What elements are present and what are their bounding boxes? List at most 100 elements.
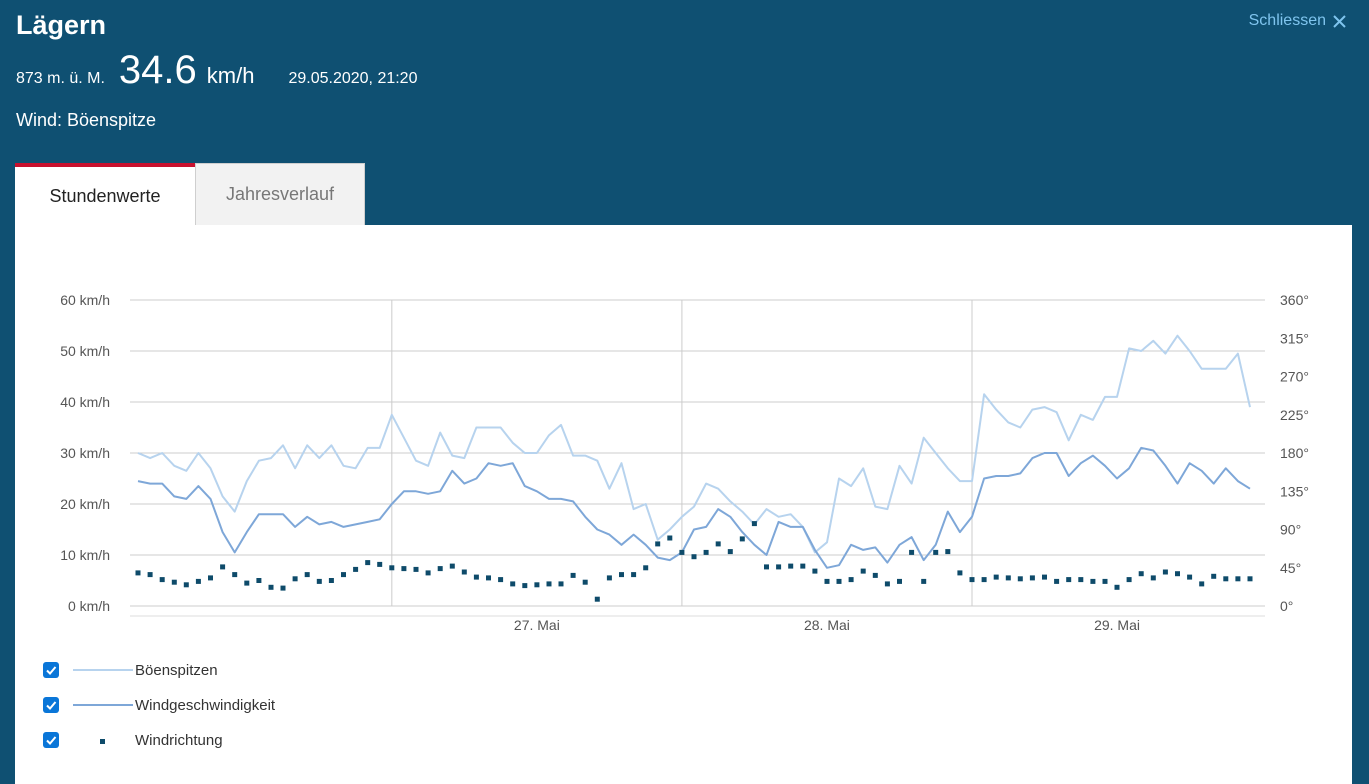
direction-point [679,549,685,555]
direction-point [498,577,504,583]
left-tick-label: 50 km/h [60,343,110,359]
direction-point [836,578,842,584]
right-tick-label: 315° [1280,330,1309,346]
direction-point [195,578,201,584]
current-unit: km/h [206,63,255,88]
direction-point [667,535,673,541]
direction-point [473,574,479,580]
direction-point [715,541,721,547]
right-tick-label: 135° [1280,483,1309,499]
direction-point [268,584,274,590]
right-tick-label: 90° [1280,522,1301,538]
left-axis-ticks: 0 km/h 10 km/h 20 km/h 30 km/h 40 km/h 50 km/… [60,292,110,614]
direction-point [365,560,371,566]
parameter-label: Wind: Böenspitze [16,110,157,130]
tab-stundenwerte[interactable]: Stundenwerte [15,163,195,225]
direction-point [1199,581,1205,587]
check-icon [46,666,57,675]
legend-speed-checkbox[interactable] [43,697,59,713]
tab-jahresverlauf[interactable]: Jahresverlauf [195,163,365,225]
x-tick-label: 29. Mai [1094,617,1140,633]
legend-direction-checkbox[interactable] [43,732,59,748]
direction-point [486,575,491,581]
direction-point [993,574,999,580]
chart-panel: 0 km/h 10 km/h 20 km/h 30 km/h 40 km/h 50 km/… [15,225,1352,784]
check-icon [46,736,57,745]
direction-point [1066,577,1072,583]
direction-point [1114,584,1120,590]
direction-point [909,549,915,555]
tab-jahresverlauf-label: Jahresverlauf [225,184,335,204]
direction-point [897,578,902,584]
direction-point [764,564,769,570]
direction-point [437,566,443,572]
direction-point [751,521,757,527]
x-tick-label: 27. Mai [514,617,560,633]
direction-point [1042,574,1047,580]
x-axis-ticks: 27. Mai 28. Mai 29. Mai [514,617,1140,633]
measurement-row: 873 m. ü. M. 34.6 km/h 29.05.2020, 21:20 [16,48,417,93]
direction-point [1138,571,1144,577]
direction-point [703,549,709,555]
direction-point [631,572,637,578]
direction-point [292,576,298,582]
direction-point [1223,576,1229,582]
speed-series-line [137,446,1251,569]
direction-point [691,554,697,560]
wind-chart: 0 km/h 10 km/h 20 km/h 30 km/h 40 km/h 50 km/… [60,292,1309,633]
direction-point [208,575,213,581]
direction-point [1150,575,1156,581]
direction-point [522,583,528,589]
direction-point [304,572,310,578]
legend-direction-marker-icon [73,730,133,750]
close-icon [1333,14,1346,28]
direction-point [582,579,588,585]
direction-point [1162,569,1168,575]
direction-point [969,577,975,583]
tab-stundenwerte-label: Stundenwerte [49,185,161,206]
legend-direction-label: Windrichtung [135,731,223,749]
left-tick-label: 20 km/h [60,496,110,512]
left-tick-label: 60 km/h [60,292,110,308]
direction-point [1175,571,1180,577]
direction-point [534,582,540,588]
direction-point [425,570,431,576]
measurement-timestamp: 29.05.2020, 21:20 [288,70,418,87]
right-tick-label: 180° [1280,445,1309,461]
legend-gust-line-icon [73,660,133,680]
station-altitude: 873 m. ü. M. [16,70,105,87]
direction-point [655,541,661,547]
direction-point [860,568,866,574]
right-tick-label: 270° [1280,369,1309,385]
left-tick-label: 0 km/h [68,598,110,614]
direction-point [280,585,286,591]
left-tick-label: 10 km/h [60,547,110,563]
close-button[interactable]: Schliessen [1249,12,1347,30]
legend-item-direction[interactable]: Windrichtung [43,726,363,754]
right-tick-label: 225° [1280,407,1309,423]
legend-item-speed[interactable]: Windgeschwindigkeit [43,691,363,719]
direction-point [401,566,407,572]
station-name: Lägern [16,10,107,40]
direction-point [220,564,226,570]
direction-point [159,577,165,583]
direction-point [800,563,806,569]
direction-point [341,572,346,578]
direction-point [570,572,576,578]
direction-point [824,578,830,584]
left-tick-label: 30 km/h [60,445,110,461]
direction-point [171,579,177,585]
direction-point [1017,576,1023,582]
direction-point [776,564,782,570]
close-label: Schliessen [1248,12,1326,29]
direction-point [921,578,927,584]
gust-series-line [137,334,1251,554]
legend-item-gust[interactable]: Böenspitzen [43,656,363,684]
legend-gust-checkbox[interactable] [43,662,59,678]
check-icon [46,701,57,710]
direction-point [1235,576,1241,582]
direction-point [1078,577,1084,583]
direction-point [1029,575,1035,581]
current-value: 34.6 [118,48,197,92]
direction-point [232,572,238,578]
